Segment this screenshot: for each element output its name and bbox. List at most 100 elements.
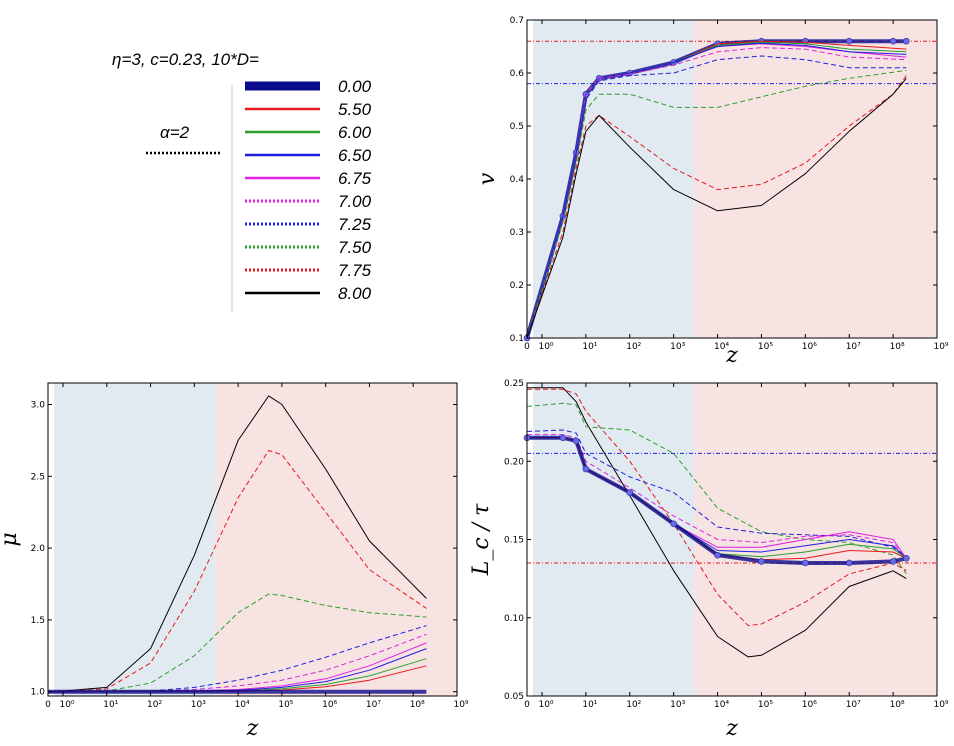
mu-xtick-label-6: 10⁵ — [278, 700, 293, 710]
lc-xtick-label-9: 10⁸ — [890, 700, 905, 710]
lc-series-7_50 — [526, 402, 907, 575]
legend-label-7: 7.50 — [338, 238, 372, 257]
lc-marker-7 — [758, 558, 765, 565]
mu-ylabel: μ — [0, 532, 22, 546]
legend-label-6: 7.25 — [338, 215, 372, 234]
v-series-7_00 — [526, 47, 907, 339]
legend-title: η=3, c=0.23, 10*D= — [112, 50, 259, 69]
v-ytick-label-2: 0.3 — [510, 228, 524, 238]
mu-xtick-label-2: 10¹ — [103, 700, 118, 710]
v-series-8_00 — [526, 77, 907, 339]
lc-ytick-label-4: 0.25 — [504, 379, 524, 389]
lc-series-7_00 — [527, 434, 907, 559]
v-xtick-label-5: 10⁴ — [714, 342, 729, 352]
legend-label-9: 8.00 — [338, 284, 372, 303]
lc-ytick-label-1: 0.10 — [504, 614, 524, 624]
v-ytick-label-3: 0.4 — [510, 175, 525, 185]
lc-marker-10 — [889, 558, 897, 565]
panel-velocity-plot: 0.1 0.2 0.3 0.4 0.5 0.6 0.7 0 10⁰ 10¹ 10² 10³ 10⁴ 10⁵… — [475, 16, 949, 368]
lc-ytick-label-3: 0.20 — [504, 457, 524, 467]
v-xtick-label-7: 10⁶ — [802, 342, 817, 352]
v-ytick-label-0: 0.1 — [510, 334, 524, 344]
lc-xtick-label-5: 10⁴ — [714, 700, 729, 710]
lc-marker-1 — [559, 434, 567, 442]
mu-xlabel: z — [246, 716, 259, 741]
v-marker-12 — [903, 37, 910, 45]
lc-series-8_00 — [527, 387, 907, 658]
lc-marker-9 — [845, 559, 853, 567]
legend-label-8: 7.75 — [338, 261, 372, 280]
mu-shade-blue — [54, 383, 216, 696]
mu-ytick-label-1: 1.5 — [31, 616, 45, 626]
legend-alpha-label: α=2 — [160, 123, 190, 142]
lc-xtick-label-4: 10³ — [670, 700, 685, 710]
legend-label-3: 6.50 — [338, 146, 372, 165]
legend: η=3, c=0.23, 10*D= α=2 0.00 5.50 6.00 6.50 6… — [112, 50, 372, 312]
lc-xtick-label-7: 10⁶ — [802, 700, 817, 710]
v-shade-red — [694, 20, 937, 338]
mu-ytick-label-2: 2.0 — [31, 544, 46, 554]
mu-xtick-label-7: 10⁶ — [322, 700, 337, 710]
v-ylabel: v — [475, 172, 500, 185]
v-ytick-label-1: 0.2 — [510, 281, 524, 291]
lc-shade-red — [694, 383, 937, 696]
lc-ylabel: L_c / τ — [469, 503, 494, 576]
v-shade-blue — [533, 20, 695, 338]
v-ytick-label-5: 0.6 — [510, 69, 525, 79]
lc-ytick-label-0: 0.05 — [504, 692, 524, 702]
v-xtick-label-0: 0 — [524, 342, 530, 352]
mu-xtick-label-3: 10² — [147, 700, 162, 710]
lc-xtick-label-8: 10⁷ — [846, 700, 861, 710]
lc-series-7_25 — [526, 429, 907, 559]
lc-xtick-label-10: 10⁹ — [933, 700, 948, 710]
mu-xtick-label-0: 0 — [45, 700, 51, 710]
legend-label-2: 6.00 — [338, 123, 372, 142]
legend-label-1: 5.50 — [338, 100, 372, 119]
v-series-6_50 — [526, 42, 907, 339]
lc-shade-blue — [533, 383, 695, 696]
v-series-7_25 — [526, 55, 907, 339]
lc-marker-3 — [582, 465, 590, 473]
legend-label-5: 7.00 — [338, 192, 372, 211]
mu-xtick-label-10: 10⁹ — [453, 700, 468, 710]
mu-xtick-label-4: 10³ — [191, 700, 206, 710]
lc-marker-2 — [572, 437, 580, 445]
mu-axes-frame — [47, 382, 458, 697]
panel-mu-plot: 1.0 1.5 2.0 2.5 3.0 0 10⁰ 10¹ 10² 10³ 10⁴ 10⁵ 10⁶ 10⁷… — [0, 382, 469, 741]
lc-xtick-label-2: 10¹ — [582, 700, 597, 710]
panel-lc-tau-plot: 0.05 0.10 0.15 0.20 0.25 0 10⁰ 10¹ 10² 10³ 10⁴ 10⁵ 1… — [469, 379, 949, 741]
v-marker-10 — [845, 37, 853, 45]
v-xtick-label-8: 10⁷ — [846, 342, 861, 352]
v-xtick-label-1: 10⁰ — [538, 342, 553, 352]
mu-series-7_50 — [47, 593, 427, 693]
lc-xtick-label-1: 10⁰ — [538, 700, 553, 710]
lc-xlabel: z — [725, 716, 738, 741]
lc-xtick-label-3: 10² — [626, 700, 641, 710]
v-xtick-label-4: 10³ — [670, 342, 685, 352]
lc-marker-11 — [903, 554, 910, 562]
v-ytick-label-4: 0.5 — [510, 122, 524, 132]
mu-series-7_75 — [47, 450, 427, 693]
lc-ytick-label-2: 0.15 — [504, 536, 524, 546]
lc-marker-4 — [626, 489, 634, 496]
v-xtick-label-6: 10⁵ — [758, 342, 773, 352]
v-xtick-label-9: 10⁸ — [890, 342, 905, 352]
mu-xtick-label-5: 10⁴ — [235, 700, 250, 710]
lc-marker-8 — [802, 559, 809, 567]
lc-marker-6 — [714, 551, 721, 559]
lc-marker-5 — [670, 520, 677, 528]
mu-xtick-label-9: 10⁸ — [410, 700, 425, 710]
mu-shade-red — [215, 383, 457, 696]
v-xlabel: z — [725, 343, 738, 368]
v-xtick-label-3: 10² — [626, 342, 641, 352]
legend-label-4: 6.75 — [338, 169, 372, 188]
legend-label-0: 0.00 — [338, 77, 372, 96]
lc-xtick-label-0: 0 — [524, 700, 530, 710]
v-xtick-label-2: 10¹ — [582, 342, 597, 352]
v-marker-11 — [889, 37, 897, 45]
mu-xtick-label-1: 10⁰ — [59, 700, 74, 710]
lc-xtick-label-6: 10⁵ — [758, 700, 773, 710]
v-series-7_50 — [526, 69, 907, 339]
v-series-7_75 — [526, 75, 907, 339]
